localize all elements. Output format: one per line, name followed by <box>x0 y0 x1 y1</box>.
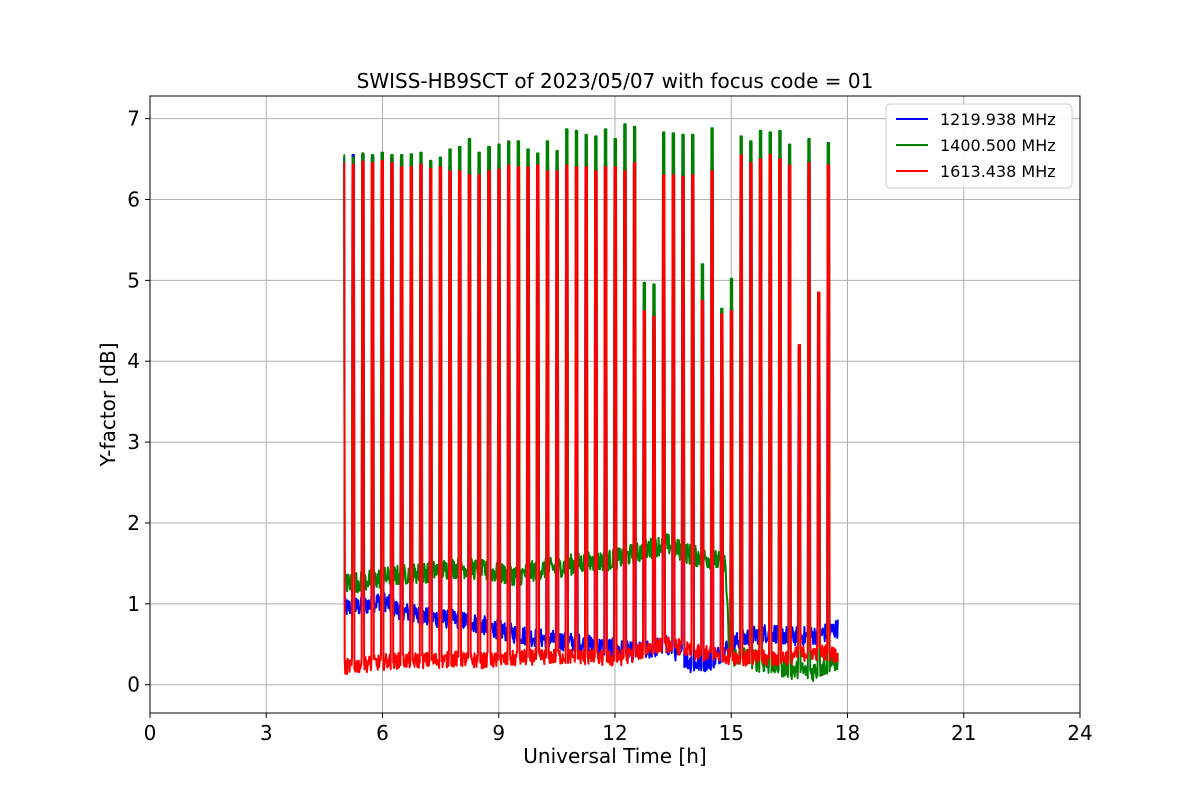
y-tick-label: 5 <box>127 268 140 292</box>
x-tick-label: 3 <box>260 721 273 745</box>
x-tick-label: 12 <box>602 721 627 745</box>
y-tick-label: 2 <box>127 511 140 535</box>
x-axis-label: Universal Time [h] <box>523 744 706 768</box>
y-tick-label: 6 <box>127 188 140 212</box>
y-tick-label: 7 <box>127 107 140 131</box>
chart-title: SWISS-HB9SCT of 2023/05/07 with focus co… <box>357 69 874 93</box>
series-line-1613-438-mhz <box>343 154 839 676</box>
legend: 1219.938 MHz 1400.500 MHz 1613.438 MHz <box>885 103 1073 189</box>
x-tick-label: 6 <box>376 721 389 745</box>
x-tick-label: 18 <box>835 721 860 745</box>
y-tick-label: 4 <box>127 349 140 373</box>
x-tick-label: 24 <box>1067 721 1092 745</box>
x-tick-label: 0 <box>144 721 157 745</box>
series-layer <box>343 123 839 682</box>
y-tick-label: 0 <box>127 673 140 697</box>
y-axis-label: Y-factor [dB] <box>96 342 120 467</box>
legend-label: 1613.438 MHz <box>940 162 1056 181</box>
x-tick-label: 9 <box>492 721 505 745</box>
x-tick-label: 21 <box>951 721 976 745</box>
legend-label: 1400.500 MHz <box>940 136 1056 155</box>
x-tick-label: 15 <box>719 721 744 745</box>
series-line-1219-938-mhz <box>343 154 839 674</box>
y-tick-label: 3 <box>127 430 140 454</box>
y-tick-label: 1 <box>127 592 140 616</box>
legend-box <box>885 103 1073 189</box>
legend-label: 1219.938 MHz <box>940 110 1056 129</box>
